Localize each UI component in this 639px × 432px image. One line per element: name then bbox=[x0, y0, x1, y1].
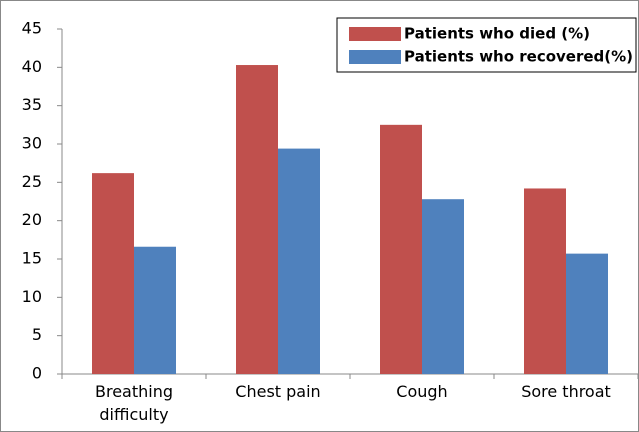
x-tick-label: Sore throat bbox=[521, 382, 611, 401]
legend-label: Patients who died (%) bbox=[404, 25, 590, 43]
bar bbox=[236, 65, 278, 375]
bar bbox=[278, 148, 320, 374]
y-tick-label: 25 bbox=[22, 172, 42, 191]
y-tick-label: 45 bbox=[22, 19, 42, 38]
x-tick-label: Breathing difficulty bbox=[94, 382, 173, 424]
y-tick-label: 15 bbox=[22, 249, 42, 268]
y-tick-label: 30 bbox=[22, 134, 42, 153]
bar bbox=[566, 253, 608, 374]
y-tick-label: 35 bbox=[22, 95, 42, 114]
y-tick-label: 10 bbox=[22, 287, 42, 306]
y-tick-label: 20 bbox=[22, 210, 42, 229]
y-tick-label: 5 bbox=[32, 325, 42, 344]
bar bbox=[380, 124, 422, 374]
bar bbox=[134, 246, 176, 374]
y-tick-label: 40 bbox=[22, 57, 42, 76]
x-tick-label: Cough bbox=[396, 382, 448, 401]
legend-swatch bbox=[349, 50, 401, 64]
y-tick-label: 0 bbox=[32, 364, 42, 383]
legend-label: Patients who recovered(%) bbox=[404, 48, 633, 66]
bar bbox=[92, 173, 134, 374]
bar bbox=[524, 188, 566, 374]
legend-swatch bbox=[349, 27, 401, 41]
bar bbox=[422, 199, 464, 374]
x-tick-label: Chest pain bbox=[235, 382, 321, 401]
